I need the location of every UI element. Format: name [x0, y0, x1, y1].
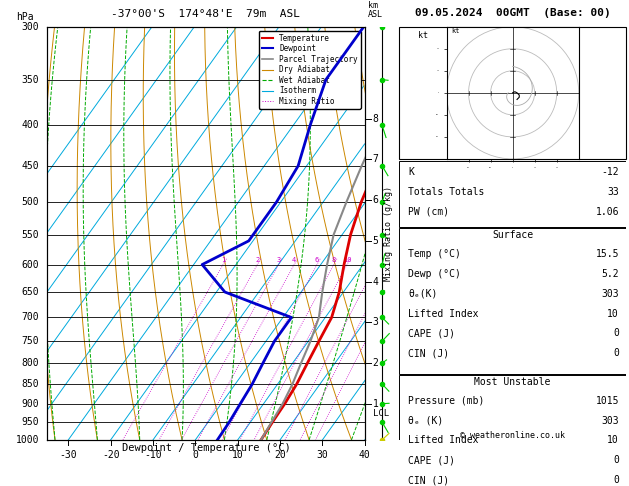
Text: 900: 900: [21, 399, 39, 409]
Bar: [399, 375, 626, 486]
Text: CAPE (J): CAPE (J): [408, 329, 455, 338]
Text: CIN (J): CIN (J): [408, 348, 450, 358]
Text: LCL: LCL: [373, 409, 389, 417]
Text: 600: 600: [21, 260, 39, 270]
Text: 2: 2: [373, 358, 379, 368]
Text: 450: 450: [21, 161, 39, 171]
Text: 09.05.2024  00GMT  (Base: 00): 09.05.2024 00GMT (Base: 00): [415, 8, 611, 18]
Text: θₑ(K): θₑ(K): [408, 289, 438, 299]
Text: 1: 1: [221, 257, 225, 263]
Text: Lifted Index: Lifted Index: [408, 435, 479, 446]
Bar: [399, 161, 626, 227]
Text: 850: 850: [21, 379, 39, 389]
Text: 350: 350: [21, 75, 39, 85]
Text: 1015: 1015: [596, 396, 619, 406]
Text: 1.06: 1.06: [596, 207, 619, 217]
Text: 750: 750: [21, 336, 39, 346]
Text: 30: 30: [316, 450, 328, 460]
Text: 20: 20: [274, 450, 286, 460]
Text: hPa: hPa: [16, 12, 33, 22]
Text: 700: 700: [21, 312, 39, 322]
Text: Pressure (mb): Pressure (mb): [408, 396, 485, 406]
Text: -12: -12: [601, 167, 619, 177]
Text: 650: 650: [21, 287, 39, 297]
Text: Temp (°C): Temp (°C): [408, 249, 461, 259]
Text: kt: kt: [418, 31, 428, 40]
Text: 550: 550: [21, 230, 39, 240]
Text: 500: 500: [21, 197, 39, 207]
Text: 10: 10: [232, 450, 243, 460]
Text: 7: 7: [373, 155, 379, 164]
Bar: [399, 228, 626, 374]
Text: Most Unstable: Most Unstable: [474, 377, 551, 387]
Text: 800: 800: [21, 358, 39, 368]
Text: 4: 4: [373, 277, 379, 287]
Text: -20: -20: [102, 450, 120, 460]
Text: 0: 0: [613, 348, 619, 358]
Text: 1000: 1000: [16, 435, 39, 445]
Text: 6: 6: [315, 257, 319, 263]
Text: CIN (J): CIN (J): [408, 475, 450, 485]
Text: -10: -10: [144, 450, 162, 460]
Text: 40: 40: [359, 450, 370, 460]
Text: Surface: Surface: [492, 230, 533, 240]
FancyBboxPatch shape: [399, 27, 626, 159]
Text: 6: 6: [373, 195, 379, 205]
Text: © weatheronline.co.uk: © weatheronline.co.uk: [460, 431, 565, 440]
Text: 15.5: 15.5: [596, 249, 619, 259]
Text: θₑ (K): θₑ (K): [408, 416, 443, 426]
Text: 4: 4: [292, 257, 296, 263]
X-axis label: Dewpoint / Temperature (°C): Dewpoint / Temperature (°C): [121, 443, 291, 452]
Text: K: K: [408, 167, 415, 177]
Text: 10: 10: [608, 435, 619, 446]
Text: kt: kt: [451, 28, 459, 35]
Text: Mixing Ratio (g/kg): Mixing Ratio (g/kg): [384, 186, 393, 281]
Text: 0: 0: [613, 329, 619, 338]
Text: Dewp (°C): Dewp (°C): [408, 269, 461, 279]
Text: 0: 0: [613, 455, 619, 465]
Text: 400: 400: [21, 121, 39, 130]
Text: 303: 303: [601, 416, 619, 426]
Text: 5.2: 5.2: [601, 269, 619, 279]
Text: 5: 5: [373, 236, 379, 246]
Text: 2: 2: [255, 257, 260, 263]
Text: 1: 1: [373, 399, 379, 409]
Text: 33: 33: [608, 187, 619, 197]
Text: 10: 10: [343, 257, 352, 263]
Text: 0: 0: [192, 450, 198, 460]
Text: -37°00'S  174°48'E  79m  ASL: -37°00'S 174°48'E 79m ASL: [111, 9, 301, 19]
Text: PW (cm): PW (cm): [408, 207, 450, 217]
Text: CAPE (J): CAPE (J): [408, 455, 455, 465]
Text: 300: 300: [21, 22, 39, 32]
Text: -30: -30: [60, 450, 77, 460]
Text: 10: 10: [608, 309, 619, 319]
Text: 3: 3: [373, 317, 379, 327]
Text: 8: 8: [331, 257, 336, 263]
Text: 0: 0: [613, 475, 619, 485]
Text: Totals Totals: Totals Totals: [408, 187, 485, 197]
Text: 3: 3: [277, 257, 281, 263]
Text: 950: 950: [21, 417, 39, 427]
Legend: Temperature, Dewpoint, Parcel Trajectory, Dry Adiabat, Wet Adiabat, Isotherm, Mi: Temperature, Dewpoint, Parcel Trajectory…: [259, 31, 361, 109]
Text: Lifted Index: Lifted Index: [408, 309, 479, 319]
Text: 8: 8: [373, 114, 379, 124]
Text: 303: 303: [601, 289, 619, 299]
Text: km
ASL: km ASL: [368, 1, 383, 19]
